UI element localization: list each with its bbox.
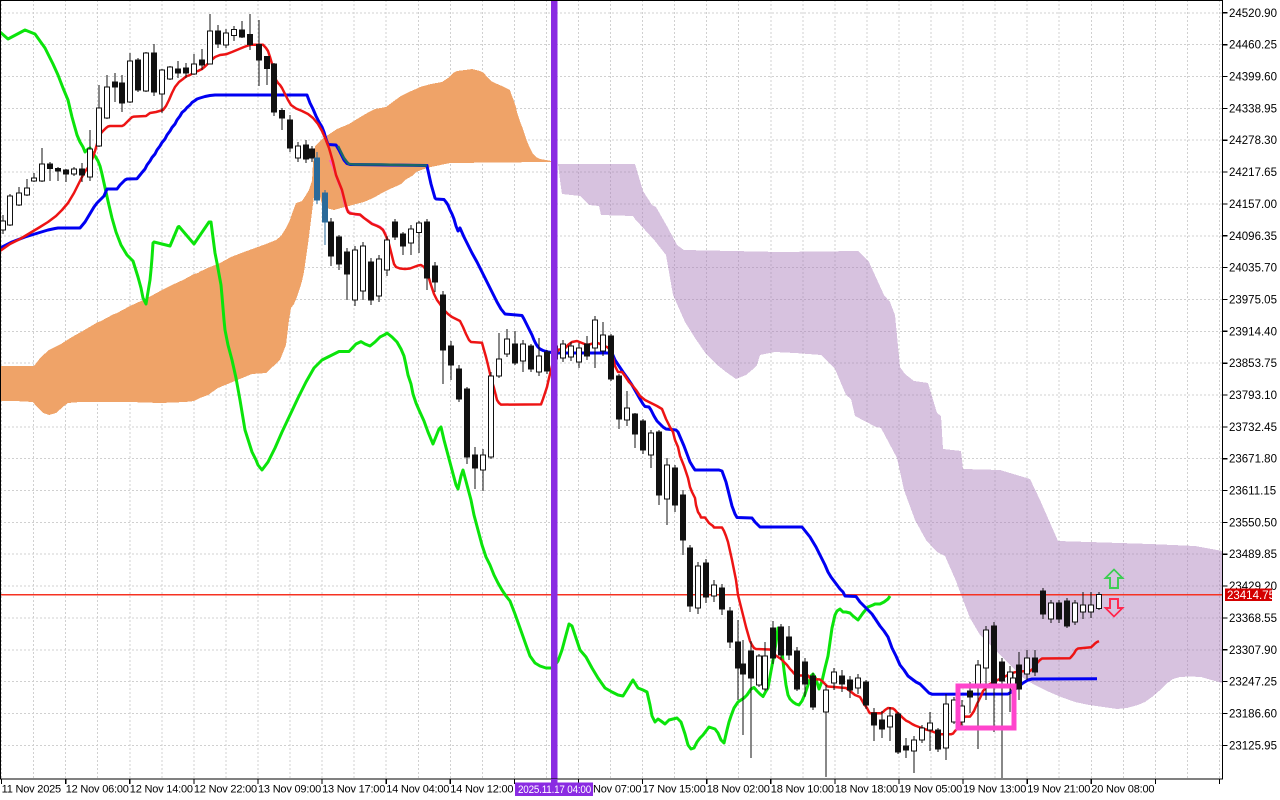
svg-text:12 Nov 22:00: 12 Nov 22:00 [194, 784, 257, 796]
svg-text:12 Nov 14:00: 12 Nov 14:00 [130, 784, 193, 796]
svg-text:17 Nov 15:00: 17 Nov 15:00 [643, 784, 706, 796]
svg-text:11 Nov 2025: 11 Nov 2025 [2, 784, 61, 796]
svg-text:19 Nov 05:00: 19 Nov 05:00 [899, 784, 962, 796]
svg-text:23975.05: 23975.05 [1229, 295, 1277, 307]
svg-text:13 Nov 17:00: 13 Nov 17:00 [322, 784, 385, 796]
svg-text:23611.15: 23611.15 [1229, 486, 1276, 498]
svg-text:19 Nov 13:00: 19 Nov 13:00 [963, 784, 1026, 796]
svg-text:23414.75: 23414.75 [1227, 590, 1275, 602]
svg-text:24399.60: 24399.60 [1229, 72, 1277, 84]
svg-text:2025.11.17 04:00: 2025.11.17 04:00 [518, 784, 591, 796]
svg-text:23186.60: 23186.60 [1229, 709, 1277, 721]
svg-text:23247.25: 23247.25 [1229, 677, 1277, 689]
svg-text:23368.55: 23368.55 [1229, 613, 1277, 625]
svg-text:24338.95: 24338.95 [1229, 103, 1277, 115]
svg-text:23489.85: 23489.85 [1229, 549, 1277, 561]
svg-text:23671.80: 23671.80 [1229, 454, 1277, 466]
svg-text:24278.30: 24278.30 [1229, 135, 1277, 147]
svg-text:23793.10: 23793.10 [1229, 390, 1277, 402]
svg-text:24096.35: 24096.35 [1229, 231, 1277, 243]
svg-text:23550.50: 23550.50 [1229, 517, 1277, 529]
svg-text:23732.45: 23732.45 [1229, 422, 1277, 434]
svg-text:20 Nov 08:00: 20 Nov 08:00 [1091, 784, 1154, 796]
svg-text:24035.70: 24035.70 [1229, 263, 1277, 275]
svg-text:19 Nov 21:00: 19 Nov 21:00 [1027, 784, 1090, 796]
svg-text:24460.25: 24460.25 [1229, 40, 1277, 52]
svg-text:18 Nov 18:00: 18 Nov 18:00 [835, 784, 898, 796]
svg-text:23307.90: 23307.90 [1229, 645, 1277, 657]
svg-text:23853.75: 23853.75 [1229, 358, 1277, 370]
svg-text:23914.40: 23914.40 [1229, 326, 1277, 338]
svg-text:24157.00: 24157.00 [1229, 199, 1277, 211]
svg-text:13 Nov 09:00: 13 Nov 09:00 [258, 784, 321, 796]
svg-text:24520.90: 24520.90 [1229, 8, 1277, 20]
svg-text:23125.95: 23125.95 [1229, 740, 1277, 752]
svg-text:14 Nov 12:00: 14 Nov 12:00 [450, 784, 513, 796]
svg-text:18 Nov 10:00: 18 Nov 10:00 [771, 784, 834, 796]
svg-text:12 Nov 06:00: 12 Nov 06:00 [66, 784, 129, 796]
svg-text:14 Nov 04:00: 14 Nov 04:00 [386, 784, 449, 796]
svg-text:24217.65: 24217.65 [1229, 167, 1277, 179]
svg-text:18 Nov 02:00: 18 Nov 02:00 [707, 784, 770, 796]
svg-text:Nov 07:00: Nov 07:00 [593, 784, 641, 796]
